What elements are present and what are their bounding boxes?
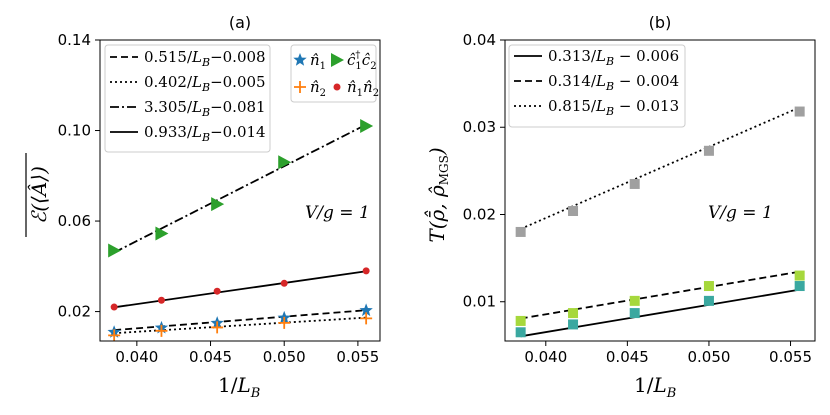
panel-b-fit-legend: 0.313/LB − 0.006 0.314/LB − 0.004 0.815/LB… (508, 44, 686, 128)
x-tick-label: 0.050 (687, 348, 730, 366)
data-point (629, 178, 640, 189)
panel-a-ylabel: ℰ(⟨Â⟩) (25, 153, 51, 237)
x-tick-label: 0.045 (189, 348, 232, 366)
data-point (211, 197, 225, 212)
y-tick-label: 0.14 (58, 31, 91, 49)
data-point (794, 270, 805, 281)
y-tick-label: 0.04 (463, 31, 496, 49)
panel-b: (b) 0.040 0.045 0.050 0.055 0.01 0.02 0.03 0.0… (423, 13, 816, 401)
legend-marker (294, 81, 306, 93)
data-point (703, 281, 714, 292)
svg-text:1/LB: 1/LB (218, 373, 260, 401)
x-tick-label: 0.055 (336, 348, 379, 366)
svg-text:1/LB: 1/LB (634, 373, 676, 401)
panel-a-xlabel: 1/LB (218, 373, 260, 401)
data-point (278, 155, 292, 170)
x-tick-label: 0.040 (524, 348, 567, 366)
panel-b-xlabel: 1/LB (634, 373, 676, 401)
x-tick-label: 0.045 (606, 348, 649, 366)
svg-text:T(ρ̄̂, ρ̂MGS): T(ρ̄̂, ρ̂MGS) (423, 147, 451, 242)
fit-line (520, 288, 800, 338)
legend-series-label: n̂1n̂2 (347, 78, 379, 99)
legend-series-label: ĉ† 1ĉ2 (347, 50, 377, 72)
data-point (515, 315, 526, 326)
panel-a-title: (a) (229, 13, 251, 32)
data-point (362, 267, 370, 275)
data-point (703, 295, 714, 306)
data-point (794, 281, 805, 292)
panel-a-annotation: V/g = 1 (305, 203, 370, 223)
data-point (211, 321, 224, 334)
legend-fit-label: 0.314/LB − 0.004 (548, 72, 679, 93)
fit-line (520, 270, 800, 320)
svg-text:ℰ(⟨Â⟩): ℰ(⟨Â⟩) (27, 166, 51, 224)
legend-series-label: n̂1 (310, 51, 326, 72)
legend-fit-label: 0.402/LB−0.005 (144, 73, 266, 94)
fit-line (520, 106, 801, 230)
legend-fit-label: 0.515/LB−0.008 (144, 48, 266, 69)
y-tick-label: 0.10 (58, 122, 91, 140)
legend-series-label: n̂2 (310, 78, 326, 99)
x-tick-label: 0.040 (115, 348, 158, 366)
data-point (568, 206, 579, 217)
data-point (568, 308, 579, 319)
data-point (278, 316, 291, 329)
data-point (155, 226, 169, 241)
legend-fit-label: 3.305/LB−0.081 (144, 98, 266, 119)
legend-fit-label: 0.313/LB − 0.006 (548, 47, 679, 68)
panel-b-frame (504, 39, 816, 342)
data-point (280, 279, 288, 287)
data-point (794, 106, 805, 117)
legend-marker (331, 53, 344, 67)
panel-a-marker-legend: n̂1 ĉ† 1ĉ2 n̂2 n̂1n̂2 (290, 44, 379, 103)
data-point (213, 287, 221, 295)
legend-fit-label: 0.933/LB−0.014 (144, 123, 266, 144)
data-point (515, 226, 526, 237)
data-point (360, 119, 374, 133)
data-point (155, 324, 168, 337)
panel-a-frame (99, 39, 381, 342)
data-point (108, 329, 121, 342)
panel-a-fit-legend: 0.515/LB−0.008 0.402/LB−0.005 3.305/LB−0.0… (104, 44, 271, 153)
y-tick-label: 0.02 (463, 205, 496, 223)
data-point (568, 319, 579, 330)
legend-marker (293, 53, 307, 66)
data-point (359, 303, 373, 317)
x-tick-label: 0.055 (769, 348, 812, 366)
data-point (703, 145, 714, 156)
data-point (157, 296, 165, 304)
fit-line (114, 316, 367, 335)
y-tick-label: 0.06 (58, 212, 91, 230)
fit-line (114, 309, 367, 332)
panel-b-ylabel: T(ρ̄̂, ρ̂MGS) (423, 147, 451, 242)
data-point (360, 312, 373, 325)
legend-marker (333, 83, 341, 91)
y-tick-label: 0.02 (58, 303, 91, 321)
data-point (110, 303, 118, 311)
panel-b-title: (b) (649, 13, 672, 32)
data-point (629, 295, 640, 306)
legend-fit-label: 0.815/LB − 0.013 (548, 97, 679, 118)
panel-b-annotation: V/g = 1 (708, 203, 773, 223)
data-point (515, 327, 526, 338)
data-point (629, 308, 640, 319)
y-tick-label: 0.03 (463, 118, 496, 136)
panel-a: (a) 0.040 0.045 0.050 0.055 0.02 0.06 0.10 0.1… (25, 13, 381, 401)
y-tick-label: 0.01 (463, 293, 496, 311)
fit-line (114, 270, 367, 309)
x-tick-label: 0.050 (263, 348, 306, 366)
data-point (108, 243, 122, 258)
